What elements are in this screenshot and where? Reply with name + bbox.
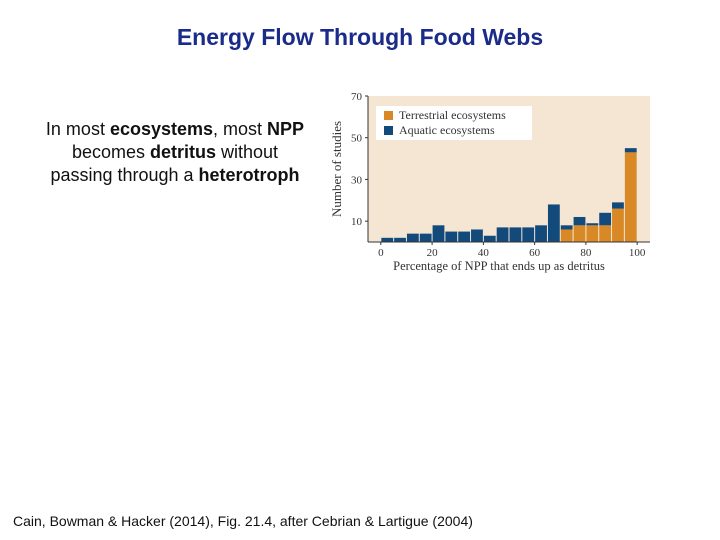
bar-terrestrial xyxy=(560,229,573,242)
body-text-part: , most xyxy=(213,119,268,139)
bar-aquatic xyxy=(624,148,637,153)
legend-swatch-terrestrial xyxy=(384,111,393,120)
x-tick-label: 40 xyxy=(478,247,490,259)
bar-aquatic xyxy=(535,225,547,242)
x-tick-label: 100 xyxy=(629,247,646,259)
bar-aquatic xyxy=(483,235,496,242)
bar-aquatic xyxy=(432,225,445,242)
body-text-part: detritus xyxy=(149,142,216,162)
bar-aquatic xyxy=(573,216,586,226)
bar-aquatic xyxy=(599,212,612,226)
legend-swatch-aquatic xyxy=(384,126,393,135)
x-tick-label: 60 xyxy=(529,247,541,259)
body-text: In most ecosystems, most NPP becomes det… xyxy=(45,118,305,187)
y-tick-label: 10 xyxy=(351,216,363,228)
bar-aquatic xyxy=(458,231,471,242)
bar-aquatic xyxy=(471,229,483,242)
bar-aquatic xyxy=(560,225,573,230)
x-tick-label: 20 xyxy=(427,247,439,259)
bar-aquatic xyxy=(586,223,599,226)
bar-aquatic xyxy=(406,233,419,242)
x-tick-label: 0 xyxy=(378,247,384,259)
slide-title: Energy Flow Through Food Webs xyxy=(176,24,544,50)
legend-label-aquatic: Aquatic ecosystems xyxy=(399,123,495,137)
bar-aquatic xyxy=(612,202,624,209)
body-text-part: without passing through a xyxy=(50,142,279,185)
legend: Terrestrial ecosystems Aquatic ecosystem… xyxy=(376,106,532,140)
y-tick-label: 70 xyxy=(351,91,363,103)
bar-terrestrial xyxy=(573,225,586,242)
y-tick-label: 50 xyxy=(351,133,363,145)
citation: Cain, Bowman & Hacker (2014), Fig. 21.4,… xyxy=(13,513,473,529)
body-text-part: ecosystems xyxy=(109,119,214,139)
detritus-histogram: 10 30 50 70 0 20 40 60 80 100 Number of studies … xyxy=(328,86,658,276)
x-tick-label: 80 xyxy=(580,247,592,259)
body-text-part: heterotroph xyxy=(198,165,300,185)
bar-terrestrial xyxy=(612,208,624,242)
body-text-part: becomes xyxy=(71,142,150,162)
bar-aquatic xyxy=(445,231,458,242)
bar-aquatic xyxy=(419,233,432,242)
bar-aquatic xyxy=(381,237,394,242)
body-text-part: NPP xyxy=(267,119,305,139)
bar-terrestrial xyxy=(624,152,637,242)
legend-label-terrestrial: Terrestrial ecosystems xyxy=(399,108,506,122)
bar-aquatic xyxy=(496,227,509,242)
body-text-part: In most xyxy=(45,119,110,139)
bar-aquatic xyxy=(547,204,560,242)
legend-box xyxy=(376,106,532,140)
bar-terrestrial xyxy=(586,225,599,242)
x-axis-label: Percentage of NPP that ends up as detrit… xyxy=(393,259,605,273)
y-tick-label: 30 xyxy=(351,174,363,186)
bar-aquatic xyxy=(394,237,406,242)
bar-terrestrial xyxy=(599,225,612,242)
bar-aquatic xyxy=(522,227,535,242)
y-axis-label: Number of studies xyxy=(329,121,344,217)
bar-aquatic xyxy=(509,227,522,242)
